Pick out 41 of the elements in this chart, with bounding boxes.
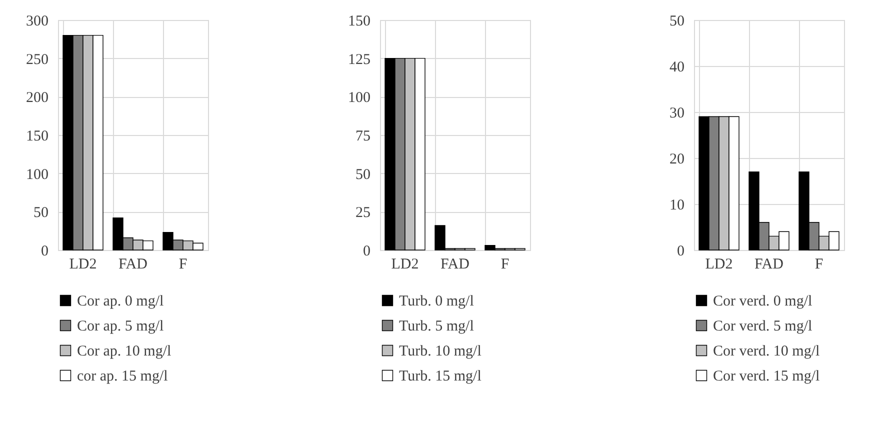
- legend-label: Cor ap. 0 mg/l: [77, 294, 164, 310]
- x-tick-label: F: [814, 256, 824, 272]
- legend-label: cor ap. 15 mg/l: [77, 368, 168, 384]
- y-tick-label: 125: [348, 52, 370, 68]
- y-tick-label: 250: [26, 52, 48, 68]
- y-tick-label: 0: [363, 244, 370, 260]
- legend-label: Cor verd. 15 mg/l: [713, 368, 820, 384]
- x-tick-label: LD2: [69, 256, 97, 272]
- y-tick-label: 40: [670, 60, 684, 76]
- y-tick-label: 50: [356, 166, 370, 183]
- x-tick-label: LD2: [391, 256, 419, 272]
- y-tick-label: 150: [348, 14, 370, 30]
- y-tick-label: 300: [26, 14, 48, 30]
- y-tick-label: 200: [26, 90, 48, 106]
- y-tick-label: 150: [26, 128, 48, 144]
- legend-label: Cor verd. 5 mg/l: [713, 318, 812, 334]
- x-tick-label: FAD: [754, 256, 784, 272]
- y-tick-label: 75: [356, 128, 370, 144]
- legend-label: Cor ap. 5 mg/l: [77, 318, 164, 334]
- legend-label: Turb. 5 mg/l: [399, 318, 474, 334]
- y-tick-label: 30: [670, 106, 684, 122]
- legend-label: Cor verd. 0 mg/l: [713, 294, 812, 310]
- y-tick-label: 20: [670, 152, 684, 168]
- y-tick-label: 100: [348, 90, 370, 106]
- legend-label: Cor verd. 10 mg/l: [713, 344, 820, 360]
- x-tick-label: FAD: [118, 256, 148, 272]
- x-tick-label: F: [500, 256, 510, 272]
- legend-label: Cor ap. 10 mg/l: [77, 344, 172, 360]
- legend-label: Turb. 15 mg/l: [399, 368, 482, 384]
- x-tick-label: FAD: [440, 256, 470, 272]
- y-tick-label: 0: [677, 244, 684, 260]
- x-tick-label: LD2: [705, 256, 733, 272]
- y-tick-label: 100: [26, 166, 48, 183]
- y-tick-label: 0: [41, 244, 48, 260]
- x-tick-label: F: [178, 256, 188, 272]
- y-tick-label: 50: [34, 205, 48, 222]
- legend-label: Turb. 10 mg/l: [399, 344, 482, 360]
- y-tick-label: 50: [670, 14, 684, 30]
- y-tick-label: 10: [670, 198, 684, 214]
- y-tick-label: 25: [356, 205, 370, 222]
- legend-label: Turb. 0 mg/l: [399, 294, 474, 310]
